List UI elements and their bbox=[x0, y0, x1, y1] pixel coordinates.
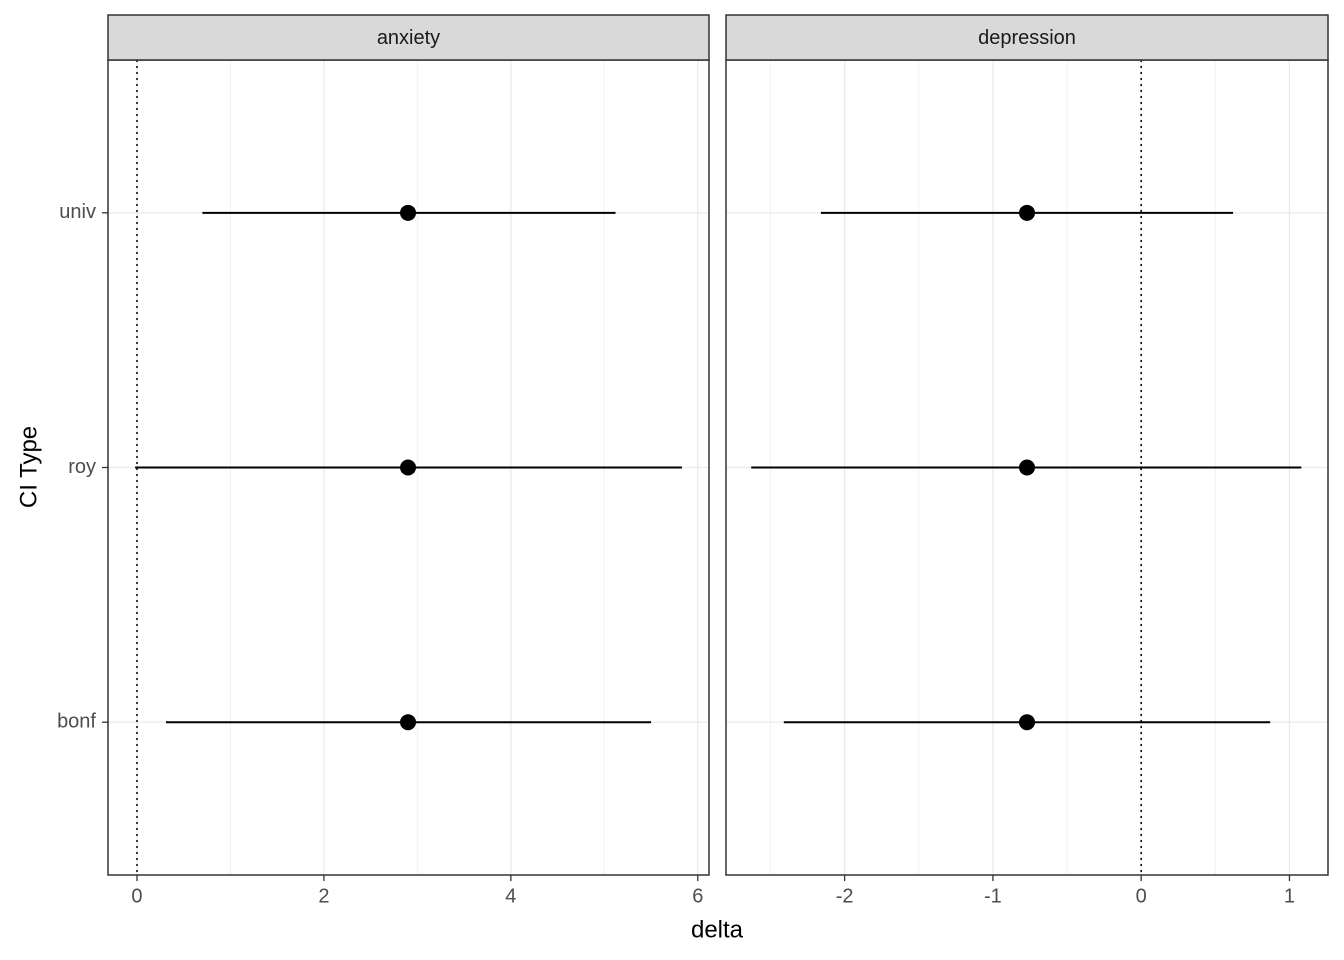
strip bbox=[107, 14, 710, 61]
point bbox=[1019, 204, 1035, 221]
x-tick-label: 2 bbox=[318, 885, 329, 907]
strip-text: depression bbox=[978, 27, 1076, 49]
y-tick-label: bonf bbox=[57, 710, 96, 732]
x-tick-label: -1 bbox=[984, 885, 1002, 907]
x-tick-label: 4 bbox=[505, 885, 516, 907]
x-tick-label: 0 bbox=[1136, 885, 1147, 907]
point bbox=[1019, 714, 1035, 731]
point bbox=[400, 714, 417, 731]
x-axis-title: delta bbox=[691, 916, 744, 943]
x-tick-label: 6 bbox=[692, 885, 703, 907]
y-axis-title: CI Type bbox=[15, 426, 42, 508]
y-tick-label: univ bbox=[59, 201, 96, 223]
point bbox=[400, 204, 417, 221]
point bbox=[1019, 459, 1035, 476]
y-tick-label: roy bbox=[68, 456, 96, 478]
x-tick-label: -2 bbox=[836, 885, 854, 907]
point bbox=[400, 459, 417, 476]
strip bbox=[725, 14, 1329, 61]
x-tick-label: 1 bbox=[1284, 885, 1295, 907]
strip-text: anxiety bbox=[377, 27, 440, 49]
x-tick-label: 0 bbox=[131, 885, 142, 907]
